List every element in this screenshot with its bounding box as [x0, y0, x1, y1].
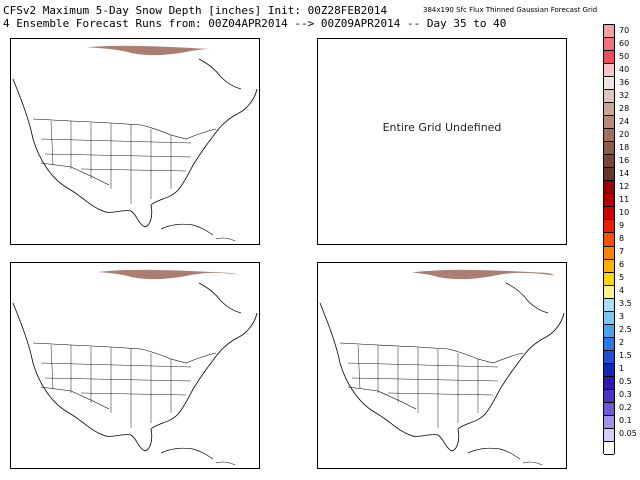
- color-scale-label: 4: [619, 286, 625, 296]
- color-scale-label: 0.5: [619, 377, 632, 387]
- color-scale-label: 0.3: [619, 390, 632, 400]
- color-scale-swatch: [604, 220, 614, 234]
- color-scale-swatch: [604, 428, 614, 442]
- color-scale-swatch: [604, 168, 614, 182]
- snow-depth-map-tl: [11, 40, 259, 244]
- color-scale-label: 18: [619, 142, 630, 152]
- chart-title-line-2: 4 Ensemble Forecast Runs from: 00Z04APR2…: [3, 17, 507, 30]
- color-scale-swatch: [604, 376, 614, 390]
- map-panel-bottom-left: [10, 262, 260, 469]
- color-scale-swatch: [604, 77, 614, 91]
- color-scale-swatch: [604, 441, 614, 455]
- color-scale-swatch: [604, 324, 614, 338]
- color-scale-label: 5: [619, 273, 625, 283]
- color-scale-swatch: [604, 181, 614, 195]
- color-scale-label: 40: [619, 64, 630, 74]
- map-panel-bottom-right: [317, 262, 567, 469]
- color-scale-swatch: [604, 285, 614, 299]
- color-scale-swatch: [604, 311, 614, 325]
- color-scale-swatch: [604, 259, 614, 273]
- color-scale-swatch: [604, 233, 614, 247]
- color-scale-swatch: [604, 142, 614, 156]
- color-scale-swatch: [604, 116, 614, 130]
- color-scale-label: 70: [619, 25, 630, 35]
- color-scale-label: 2.5: [619, 325, 632, 335]
- map-panel-top-left: [10, 38, 260, 245]
- snow-depth-map-bl: [11, 264, 259, 468]
- color-scale-label: 0.1: [619, 416, 632, 426]
- color-scale-label: 50: [619, 51, 630, 61]
- color-scale-label: 3.5: [619, 299, 632, 309]
- color-scale-swatch: [604, 103, 614, 117]
- color-scale-label: 60: [619, 38, 630, 48]
- color-scale-swatch: [604, 207, 614, 221]
- color-scale-swatch: [604, 129, 614, 143]
- color-scale-label: 3: [619, 312, 625, 322]
- color-scale-swatch: [604, 51, 614, 65]
- color-scale-swatch: [604, 38, 614, 52]
- color-scale-label: 28: [619, 103, 630, 113]
- color-scale-label: 24: [619, 116, 630, 126]
- undefined-grid-message: Entire Grid Undefined: [382, 121, 502, 134]
- color-scale-label: 1: [619, 364, 625, 374]
- grid-info-label: 384x190 Sfc Flux Thinned Gaussian Foreca…: [423, 6, 598, 14]
- color-scale-label: 8: [619, 234, 625, 243]
- snow-depth-map-br: [318, 264, 566, 468]
- color-scale-label: 16: [619, 155, 630, 165]
- color-scale-bar: [603, 24, 615, 455]
- color-scale-label: 1.5: [619, 351, 632, 361]
- color-scale-label: 14: [619, 168, 630, 178]
- map-panel-top-right: Entire Grid Undefined: [317, 38, 567, 245]
- color-scale-label: 0.05: [619, 429, 637, 439]
- color-scale-swatch: [604, 90, 614, 104]
- color-scale-swatch: [604, 272, 614, 286]
- color-scale-label: 12: [619, 181, 630, 191]
- color-scale-label: 2: [619, 338, 625, 348]
- color-scale-swatch: [604, 389, 614, 403]
- color-scale-swatch: [604, 415, 614, 429]
- color-scale-swatch: [604, 402, 614, 416]
- color-scale-label: 11: [619, 194, 630, 204]
- color-scale-swatch: [604, 350, 614, 364]
- color-scale-label: 6: [619, 260, 625, 270]
- color-scale-swatch: [604, 155, 614, 169]
- color-scale-swatch: [604, 25, 614, 39]
- color-scale-label: 20: [619, 129, 630, 139]
- color-scale-label: 9: [619, 220, 625, 230]
- color-scale-swatch: [604, 363, 614, 377]
- color-scale-label: 36: [619, 77, 630, 87]
- color-scale-swatch: [604, 337, 614, 351]
- color-scale-swatch: [604, 64, 614, 78]
- color-scale-label: 10: [619, 207, 630, 217]
- color-scale-swatch: [604, 194, 614, 208]
- color-scale-label: 0.2: [619, 403, 632, 413]
- color-scale-label: 32: [619, 90, 630, 100]
- color-scale-label: 7: [619, 247, 625, 257]
- chart-title-line-1: CFSv2 Maximum 5-Day Snow Depth [inches] …: [3, 4, 388, 17]
- color-scale-swatch: [604, 246, 614, 260]
- color-scale-swatch: [604, 298, 614, 312]
